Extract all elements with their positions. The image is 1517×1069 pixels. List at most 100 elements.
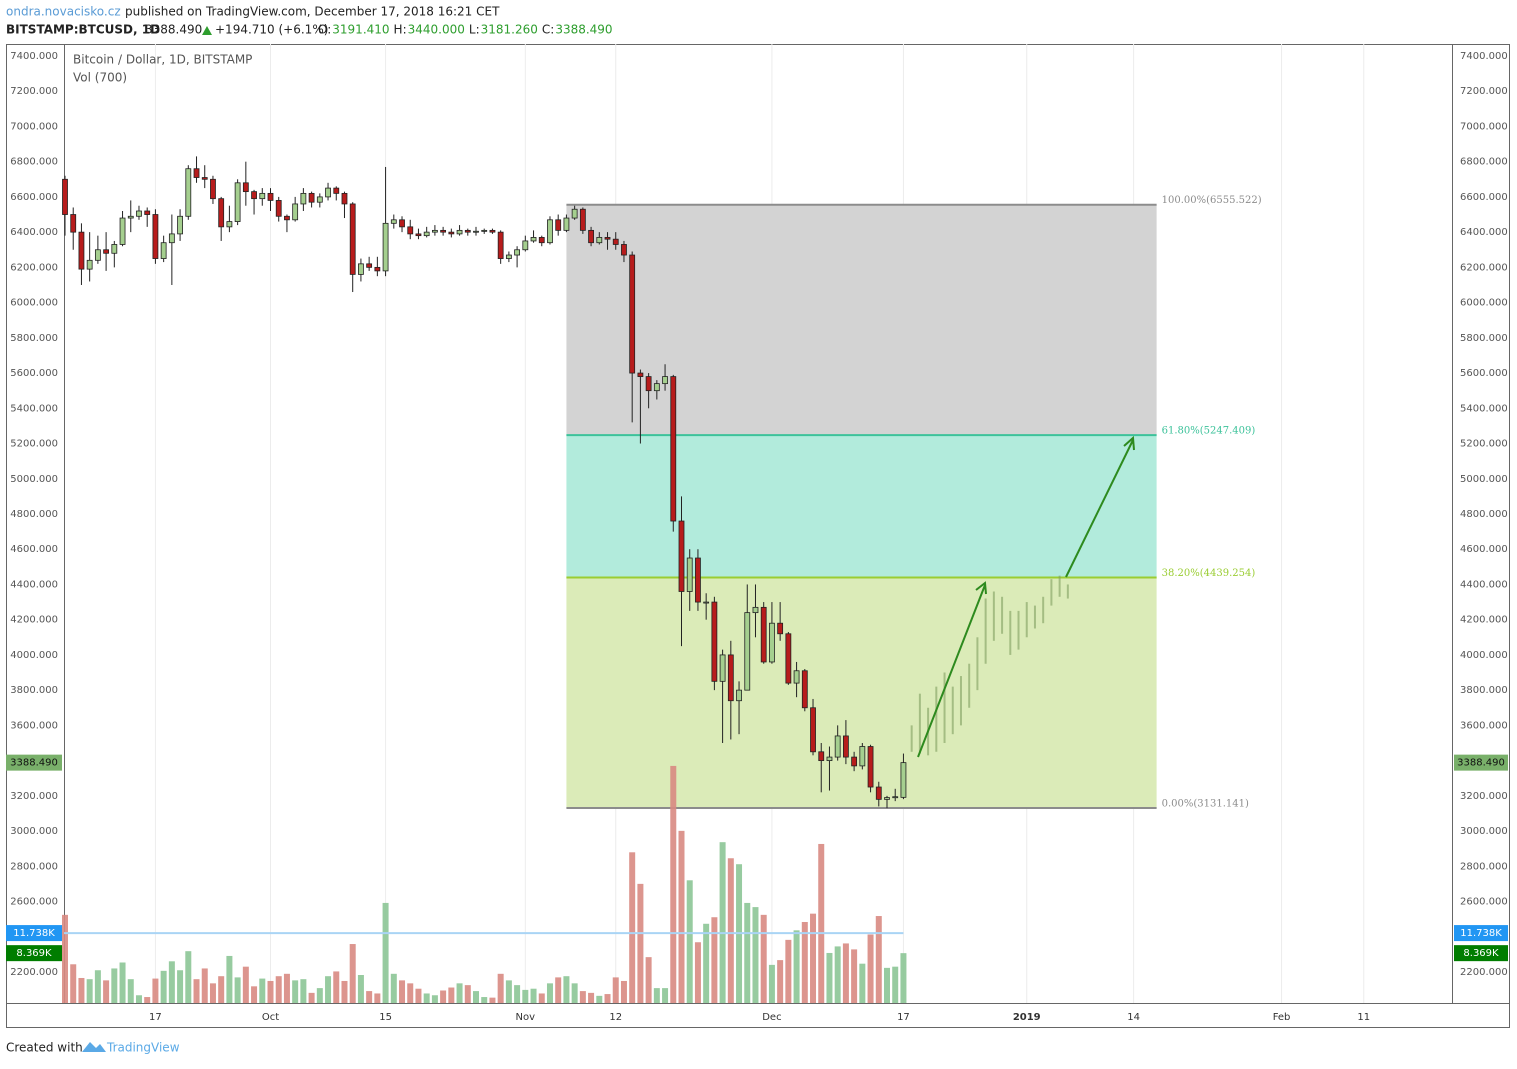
y-tick-label: 3800.000 xyxy=(10,685,58,696)
footer-created: Created with xyxy=(6,1041,83,1055)
volume-bar xyxy=(620,980,627,1003)
volume-bar xyxy=(135,995,142,1003)
candle-body xyxy=(884,797,890,800)
y-tick-label-right: 6200.000 xyxy=(1460,262,1508,273)
candle-body xyxy=(399,219,405,228)
y-tick-label-right: 3200.000 xyxy=(1460,791,1508,802)
y-tick-label-right: 7200.000 xyxy=(1460,86,1508,97)
volume-bar xyxy=(867,934,874,1003)
candle-body xyxy=(662,376,668,385)
candle-body xyxy=(588,229,594,244)
candle-body xyxy=(136,210,142,217)
candle-body xyxy=(349,203,356,275)
candle-body xyxy=(851,756,858,767)
ohlc-key: O: xyxy=(318,23,331,37)
candle-body xyxy=(251,191,257,200)
y-tick-label: 6600.000 xyxy=(10,192,58,203)
candle-body xyxy=(423,231,430,237)
volume-bar xyxy=(357,975,364,1003)
y-tick-label-right: 6600.000 xyxy=(1460,192,1508,203)
last-price-badge xyxy=(6,754,62,771)
volume-bar xyxy=(481,997,488,1003)
volume-bar xyxy=(415,988,422,1003)
candle-body xyxy=(185,168,192,217)
x-tick-label: 17 xyxy=(149,1012,162,1023)
chart-frame xyxy=(6,44,1510,1028)
candle-body xyxy=(382,222,389,272)
volume-bar xyxy=(70,964,77,1003)
volume-bar xyxy=(686,880,693,1003)
candle-body xyxy=(719,654,726,682)
candle-body xyxy=(160,242,167,259)
candle-body xyxy=(440,229,447,233)
volume-legend: Vol (700) xyxy=(73,71,127,85)
volume-bar xyxy=(834,946,841,1003)
volume-bar xyxy=(538,993,545,1003)
volume-bar xyxy=(571,983,578,1003)
volume-bar xyxy=(111,968,118,1003)
volume-ma-badge xyxy=(6,925,62,942)
y-tick-label: 6000.000 xyxy=(10,298,58,309)
candle-body xyxy=(711,601,718,682)
fib-level-label: 0.00%(3131.141) xyxy=(1162,798,1249,809)
candle-body xyxy=(210,178,216,200)
candle-body xyxy=(111,244,118,254)
candle-body xyxy=(473,230,479,233)
candle-body xyxy=(292,203,299,221)
author-link[interactable]: ondra.novacisko.cz xyxy=(6,5,121,19)
candle-body xyxy=(300,192,307,205)
footer-brand[interactable]: TradingView xyxy=(106,1041,180,1055)
candle-body xyxy=(867,746,874,788)
y-tick-label-right: 7000.000 xyxy=(1460,121,1508,132)
volume-bar xyxy=(653,988,660,1003)
ohlc-key: L: xyxy=(469,23,480,37)
y-tick-label: 4400.000 xyxy=(10,579,58,590)
candle-body xyxy=(744,612,751,691)
candle-body xyxy=(900,762,907,798)
volume-bar xyxy=(209,983,216,1003)
volume-bar xyxy=(366,991,373,1003)
candle-body xyxy=(70,214,77,233)
y-tick-label-right: 6000.000 xyxy=(1460,298,1508,309)
y-tick-label-right: 5600.000 xyxy=(1460,368,1508,379)
up-arrow-icon xyxy=(202,26,212,35)
volume-bar xyxy=(473,991,479,1003)
y-tick-label-right: 4200.000 xyxy=(1460,615,1508,626)
volume-bar xyxy=(637,883,644,1003)
candle-body xyxy=(415,233,422,237)
volume-bar xyxy=(645,957,652,1003)
last-volume-badge xyxy=(1454,945,1508,962)
candle-body xyxy=(514,249,520,256)
volume-bar xyxy=(341,980,348,1003)
x-tick-label: Feb xyxy=(1273,1012,1291,1023)
candle-body xyxy=(407,226,414,235)
volume-bar xyxy=(193,979,200,1003)
candle-body xyxy=(119,217,126,245)
y-tick-label-right: 3000.000 xyxy=(1460,826,1508,837)
y-tick-label-right: 2800.000 xyxy=(1460,861,1508,872)
volume-bar xyxy=(522,989,529,1003)
candle-body xyxy=(678,520,685,592)
y-tick-label-right: 4400.000 xyxy=(1460,579,1508,590)
candle-body xyxy=(579,208,586,231)
candle-body xyxy=(843,735,849,758)
y-tick-label: 7200.000 xyxy=(10,86,58,97)
volume-bar xyxy=(399,980,406,1003)
candle-body xyxy=(358,263,364,275)
x-tick-label: 2019 xyxy=(1013,1012,1041,1023)
candle-body xyxy=(259,192,266,200)
volume-bar xyxy=(604,994,611,1003)
volume-bar xyxy=(793,930,800,1003)
volume-bar xyxy=(826,952,833,1003)
candle-body xyxy=(267,192,274,201)
fib-level-label: 61.80%(5247.409) xyxy=(1162,426,1256,437)
volume-bar xyxy=(103,980,110,1003)
volume-bar xyxy=(94,970,101,1003)
candle-body xyxy=(275,200,282,217)
volume-bar xyxy=(390,973,397,1003)
last-price-badge xyxy=(1454,754,1508,771)
chart-title: Bitcoin / Dollar, 1D, BITSTAMP xyxy=(73,53,252,67)
x-tick-label: Nov xyxy=(516,1012,536,1023)
y-tick-label: 4800.000 xyxy=(10,509,58,520)
volume-bar xyxy=(900,953,907,1003)
